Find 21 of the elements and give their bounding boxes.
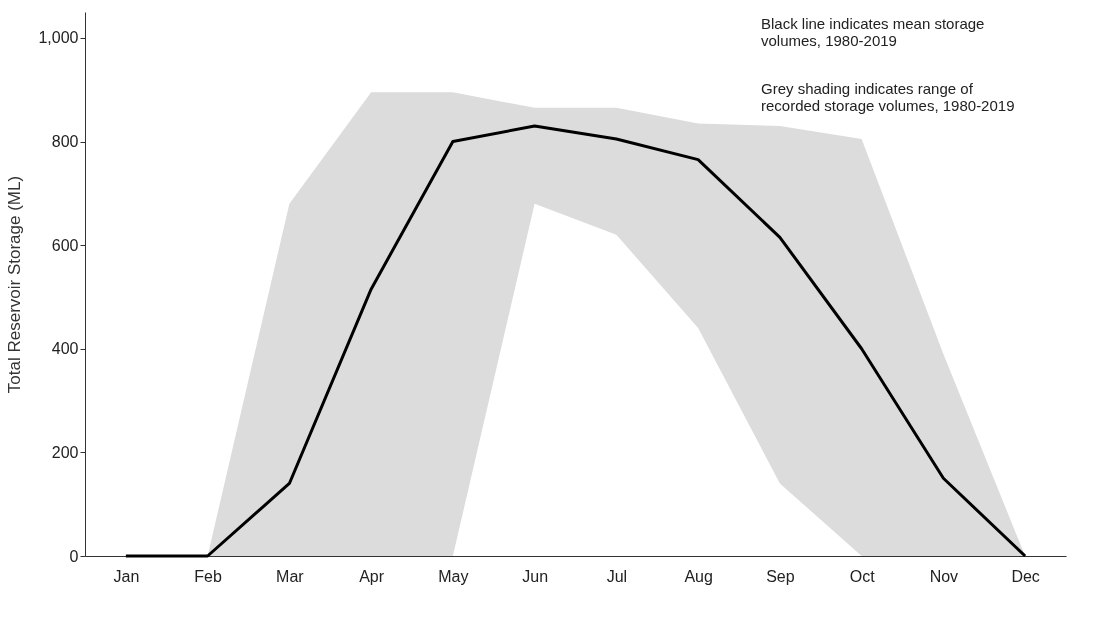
x-tick-label: May bbox=[438, 567, 469, 585]
x-tick-label: Sep bbox=[766, 567, 795, 585]
y-tick-label: 600 bbox=[51, 236, 79, 254]
x-tick-label: Mar bbox=[276, 567, 305, 585]
annotation: Grey shading indicates range of recorded storage volumes, 1980-2019 bbox=[761, 80, 1015, 114]
x-tick-label: Oct bbox=[849, 567, 876, 585]
x-tick-label: Apr bbox=[359, 567, 385, 585]
x-tick-label: Aug bbox=[684, 567, 713, 585]
x-tick-label: Jul bbox=[606, 567, 628, 585]
x-tick-label: Nov bbox=[929, 567, 959, 585]
x-tick-label: Feb bbox=[194, 567, 223, 585]
y-tick-label: 800 bbox=[51, 133, 79, 151]
x-tick-label: Jan bbox=[113, 567, 140, 585]
x-tick-label: Dec bbox=[1011, 567, 1040, 585]
y-axis-title: Total Reservoir Storage (ML) bbox=[5, 175, 25, 394]
y-tick-label: 0 bbox=[69, 547, 79, 565]
y-tick-label: 400 bbox=[51, 340, 79, 358]
annotation: Black line indicates mean storage volumes, 1980-2019 bbox=[761, 15, 985, 49]
y-tick-label: 200 bbox=[51, 443, 79, 461]
x-tick-label: Jun bbox=[522, 567, 549, 585]
y-tick-label: 1,000 bbox=[38, 29, 79, 47]
